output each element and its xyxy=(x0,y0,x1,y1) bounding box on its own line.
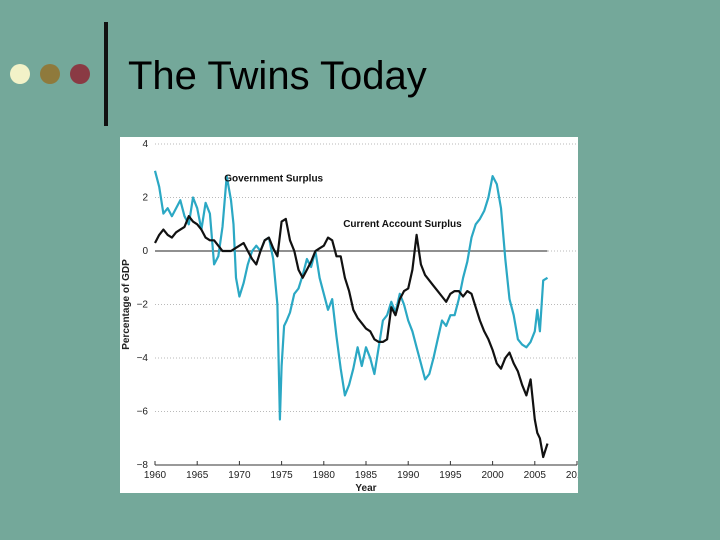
series-line-government-surplus xyxy=(153,170,549,421)
chart-panel: 1960 1965 1970 1975 1980 1985 1990 1995 2000 2005… xyxy=(120,137,578,493)
bullet-dot-olive xyxy=(40,64,60,84)
title-divider xyxy=(104,22,108,126)
series-label-current-account-surplus: Current Account Surplus xyxy=(343,219,462,230)
x-axis-label: Year xyxy=(355,483,376,493)
series-label-government-surplus: Government Surplus xyxy=(224,173,323,184)
x-tick-label: 2005 xyxy=(524,470,547,481)
y-tick-label: −6 xyxy=(137,407,149,418)
x-axis-ticks xyxy=(154,461,578,466)
twin-deficits-chart: 1960 1965 1970 1975 1980 1985 1990 1995 2000 2005… xyxy=(121,139,578,493)
x-tick-label: 1985 xyxy=(355,470,378,481)
x-tick-label: 1970 xyxy=(228,470,251,481)
x-tick-label: 1960 xyxy=(144,470,167,481)
y-tick-label: −2 xyxy=(137,300,149,311)
y-tick-label: −4 xyxy=(137,353,149,364)
y-axis-label: Percentage of GDP xyxy=(121,259,132,350)
x-tick-label: 1965 xyxy=(186,470,209,481)
series-line-current-account-surplus xyxy=(154,215,549,459)
grid-lines xyxy=(155,143,577,466)
x-tick-label: 2000 xyxy=(481,470,504,481)
x-tick-labels: 1960 1965 1970 1975 1980 1985 1990 1995 2000 2005… xyxy=(144,470,578,481)
x-tick-label: 2010 xyxy=(566,470,578,481)
bullet-dot-light xyxy=(10,64,30,84)
x-tick-label: 1995 xyxy=(439,470,462,481)
y-tick-label: 4 xyxy=(142,139,148,150)
bullet-dots xyxy=(10,64,100,86)
bullet-dot-maroon xyxy=(70,64,90,84)
x-tick-label: 1980 xyxy=(313,470,336,481)
y-tick-label: 0 xyxy=(142,246,148,257)
y-tick-labels: 4 2 0 −2 −4 −6 −8 xyxy=(137,139,149,471)
y-tick-label: −8 xyxy=(137,460,149,471)
slide-title: The Twins Today xyxy=(128,54,427,98)
x-tick-label: 1975 xyxy=(270,470,293,481)
x-tick-label: 1990 xyxy=(397,470,420,481)
y-tick-label: 2 xyxy=(142,193,148,204)
